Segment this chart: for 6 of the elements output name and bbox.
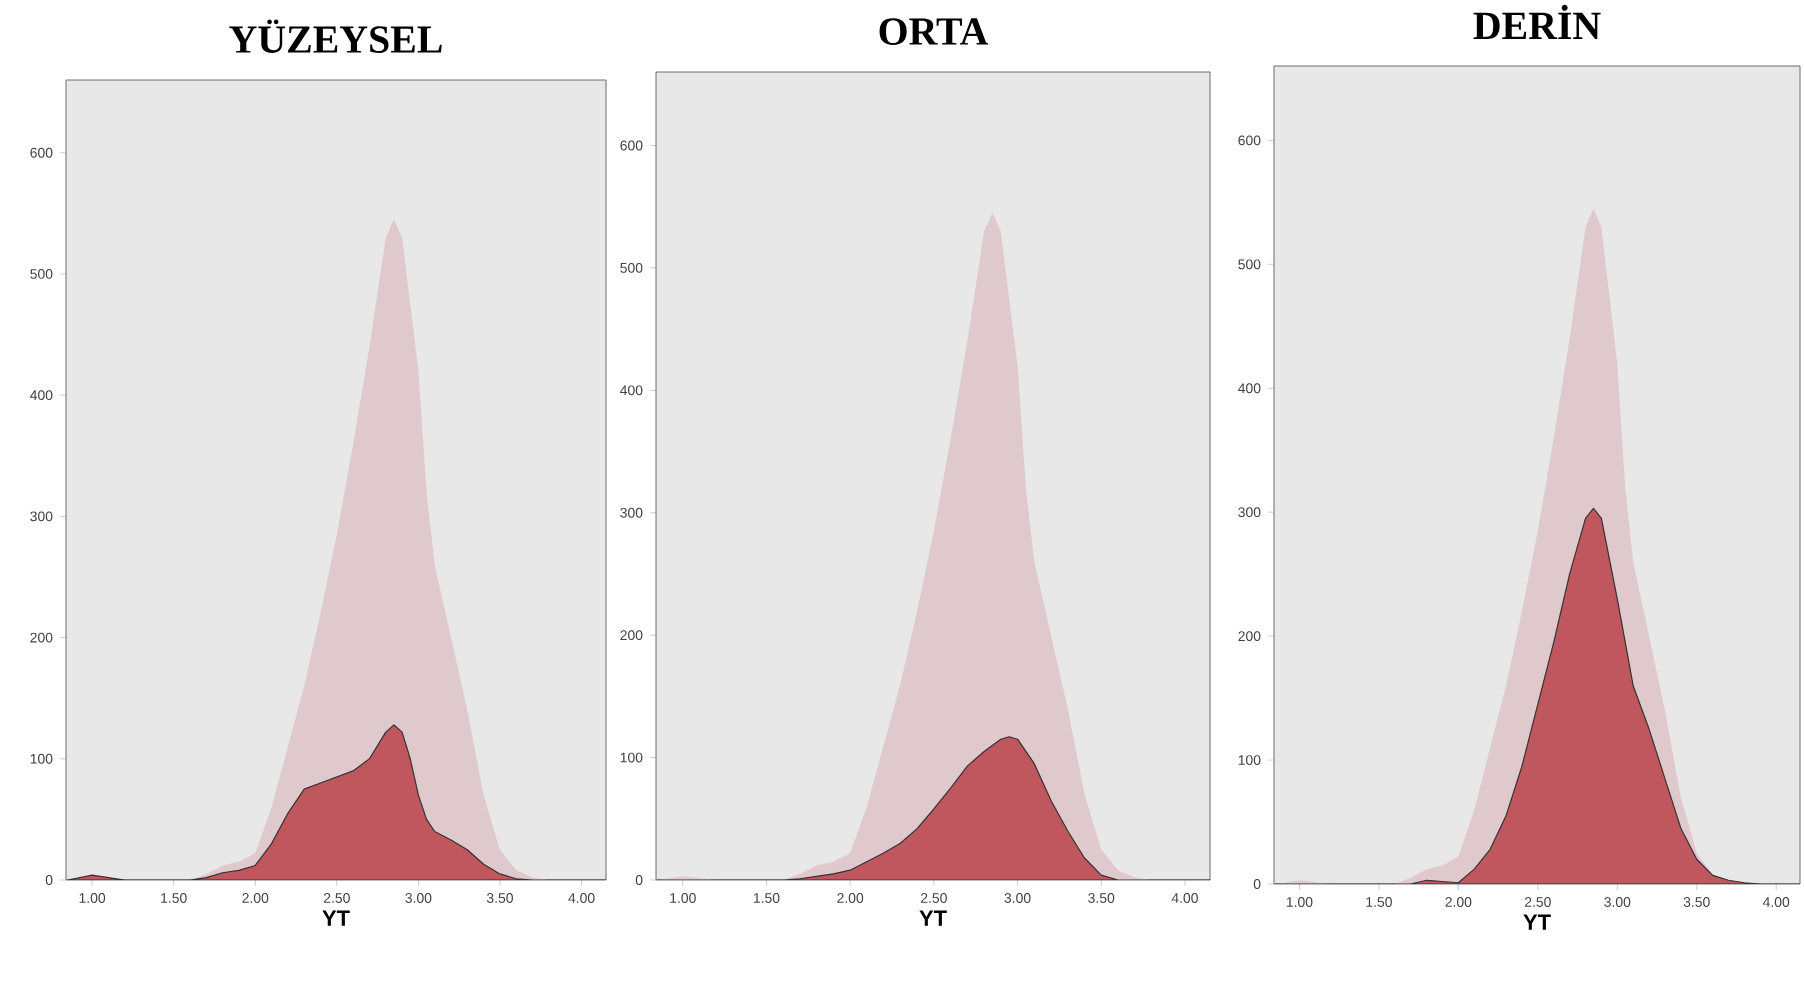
x-axis-title: YT — [1523, 914, 1551, 930]
chart-title: ORTA — [879, 18, 989, 45]
chart-title: DERİN — [1473, 4, 1601, 39]
x-axis-title: YT — [322, 910, 350, 926]
chart-title: YÜZEYSEL — [229, 19, 442, 53]
x-axis-title: YT — [919, 910, 947, 926]
